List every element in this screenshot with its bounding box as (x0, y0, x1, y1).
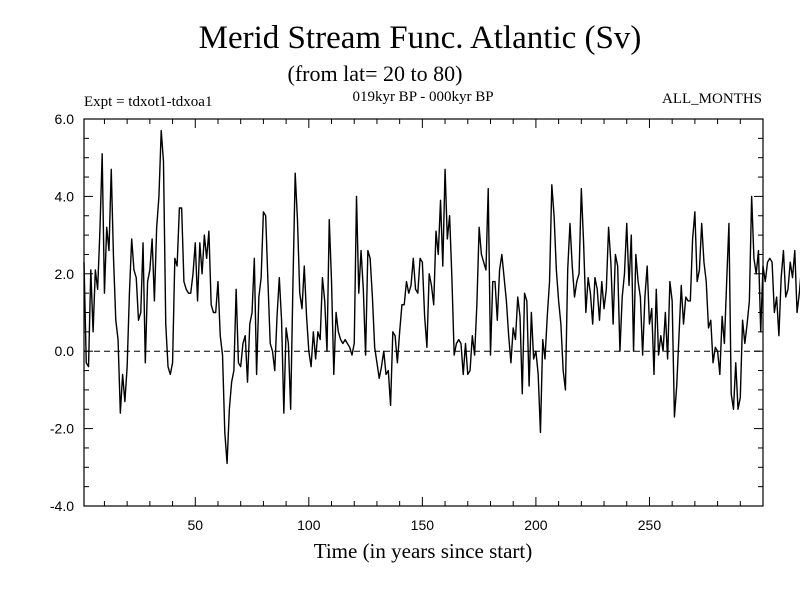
period-label: 019kyr BP - 000kyr BP (352, 89, 493, 105)
plot-frame (83, 118, 764, 507)
y-tick-label: -4.0 (50, 498, 74, 514)
data-series-line (83, 129, 800, 465)
y-tick-label: 0.0 (55, 343, 75, 359)
x-axis-title: Time (in years since start) (314, 539, 533, 563)
y-tick-label: 2.0 (55, 266, 75, 282)
y-tick-label: 4.0 (55, 188, 75, 204)
x-tick-label: 100 (297, 517, 321, 533)
y-tick-label: -2.0 (50, 421, 74, 437)
x-tick-label: 200 (524, 517, 548, 533)
chart-subtitle: (from lat= 20 to 80) (288, 61, 463, 86)
months-label: ALL_MONTHS (662, 91, 762, 107)
x-tick-label: 250 (638, 517, 662, 533)
expt-label: Expt = tdxot1-tdxoa1 (84, 94, 212, 110)
x-tick-label: 50 (187, 517, 203, 533)
x-tick-label: 150 (411, 517, 435, 533)
chart-title: Merid Stream Func. Atlantic (Sv) (199, 20, 642, 56)
y-tick-label: 6.0 (55, 111, 75, 127)
